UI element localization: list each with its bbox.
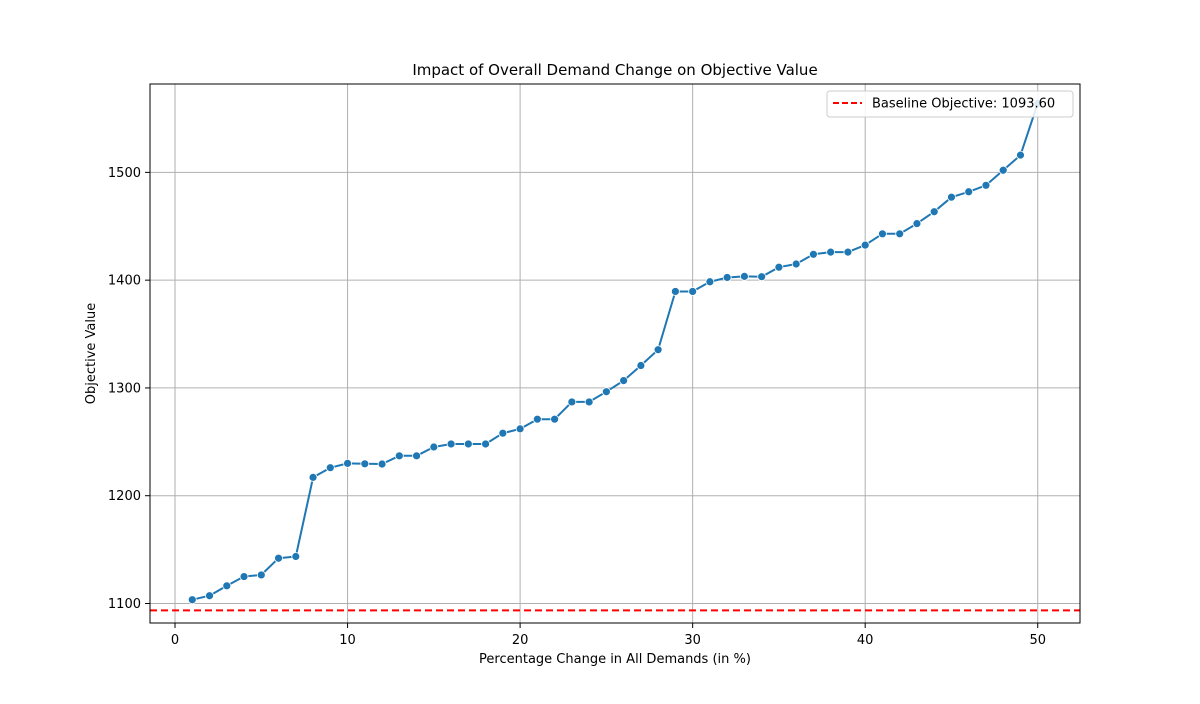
y-axis-label: Objective Value <box>84 303 99 404</box>
y-tick-label: 1200 <box>108 489 141 504</box>
x-axis-label: Percentage Change in All Demands (in %) <box>479 652 751 667</box>
x-tick-label: 0 <box>171 633 179 648</box>
x-tick-label: 10 <box>339 633 356 648</box>
data-point <box>187 595 197 605</box>
data-point <box>619 376 629 386</box>
data-point <box>601 387 611 397</box>
data-point <box>360 459 370 469</box>
data-point <box>256 570 266 580</box>
data-point <box>757 272 767 282</box>
data-point <box>740 271 749 281</box>
data-point <box>205 591 214 601</box>
data-point <box>584 397 594 407</box>
data-point <box>550 414 560 424</box>
data-point <box>929 207 939 217</box>
legend-label-baseline: Baseline Objective: 1093.60 <box>872 97 1055 112</box>
data-point <box>1016 150 1025 160</box>
data-point <box>688 287 698 296</box>
data-point <box>308 472 318 482</box>
data-point <box>377 459 387 469</box>
data-point <box>895 229 905 239</box>
data-point <box>722 273 732 282</box>
data-point <box>274 553 283 563</box>
y-tick-label: 1500 <box>108 166 141 181</box>
series-layer <box>187 99 1043 605</box>
data-point <box>964 187 974 197</box>
data-point <box>567 397 577 407</box>
data-point <box>878 229 887 239</box>
x-tick-label: 50 <box>1029 633 1046 648</box>
chart-title: Impact of Overall Demand Change on Objec… <box>412 61 817 79</box>
data-point <box>515 424 525 434</box>
grid-lines <box>150 84 1080 623</box>
x-axis-ticks: 0 10 20 30 40 50 <box>171 623 1046 648</box>
data-point <box>463 439 473 449</box>
x-tick-label: 30 <box>684 633 701 648</box>
data-point <box>791 259 801 269</box>
data-point <box>670 287 680 296</box>
data-point <box>809 249 818 259</box>
data-point <box>343 458 352 468</box>
data-point <box>412 451 421 461</box>
y-axis-ticks: 1100 1200 1300 1400 1500 <box>108 166 150 612</box>
data-point <box>705 277 715 287</box>
data-point <box>481 439 490 449</box>
data-point <box>239 572 249 581</box>
x-tick-label: 40 <box>857 633 874 648</box>
data-point <box>394 451 404 461</box>
data-point <box>532 414 542 424</box>
y-tick-label: 1400 <box>108 274 141 289</box>
plot-frame <box>149 83 1081 624</box>
data-point <box>774 262 784 272</box>
data-point <box>325 463 335 473</box>
data-point <box>998 165 1008 175</box>
y-tick-label: 1300 <box>108 381 141 396</box>
data-point <box>222 581 232 591</box>
data-point <box>429 442 439 452</box>
series-line <box>192 103 1039 601</box>
data-point <box>843 247 853 257</box>
data-point <box>912 219 922 228</box>
y-tick-label: 1100 <box>108 597 141 612</box>
data-point <box>981 180 991 190</box>
data-point <box>446 439 456 449</box>
data-point <box>498 428 508 438</box>
data-point <box>860 240 870 250</box>
legend: Baseline Objective: 1093.60 <box>826 90 1074 118</box>
x-tick-label: 20 <box>512 633 529 648</box>
data-point <box>291 552 301 561</box>
data-point <box>653 345 663 355</box>
data-point <box>947 192 956 202</box>
legend-box <box>826 90 1074 118</box>
data-point <box>826 247 836 257</box>
data-point <box>636 361 646 370</box>
